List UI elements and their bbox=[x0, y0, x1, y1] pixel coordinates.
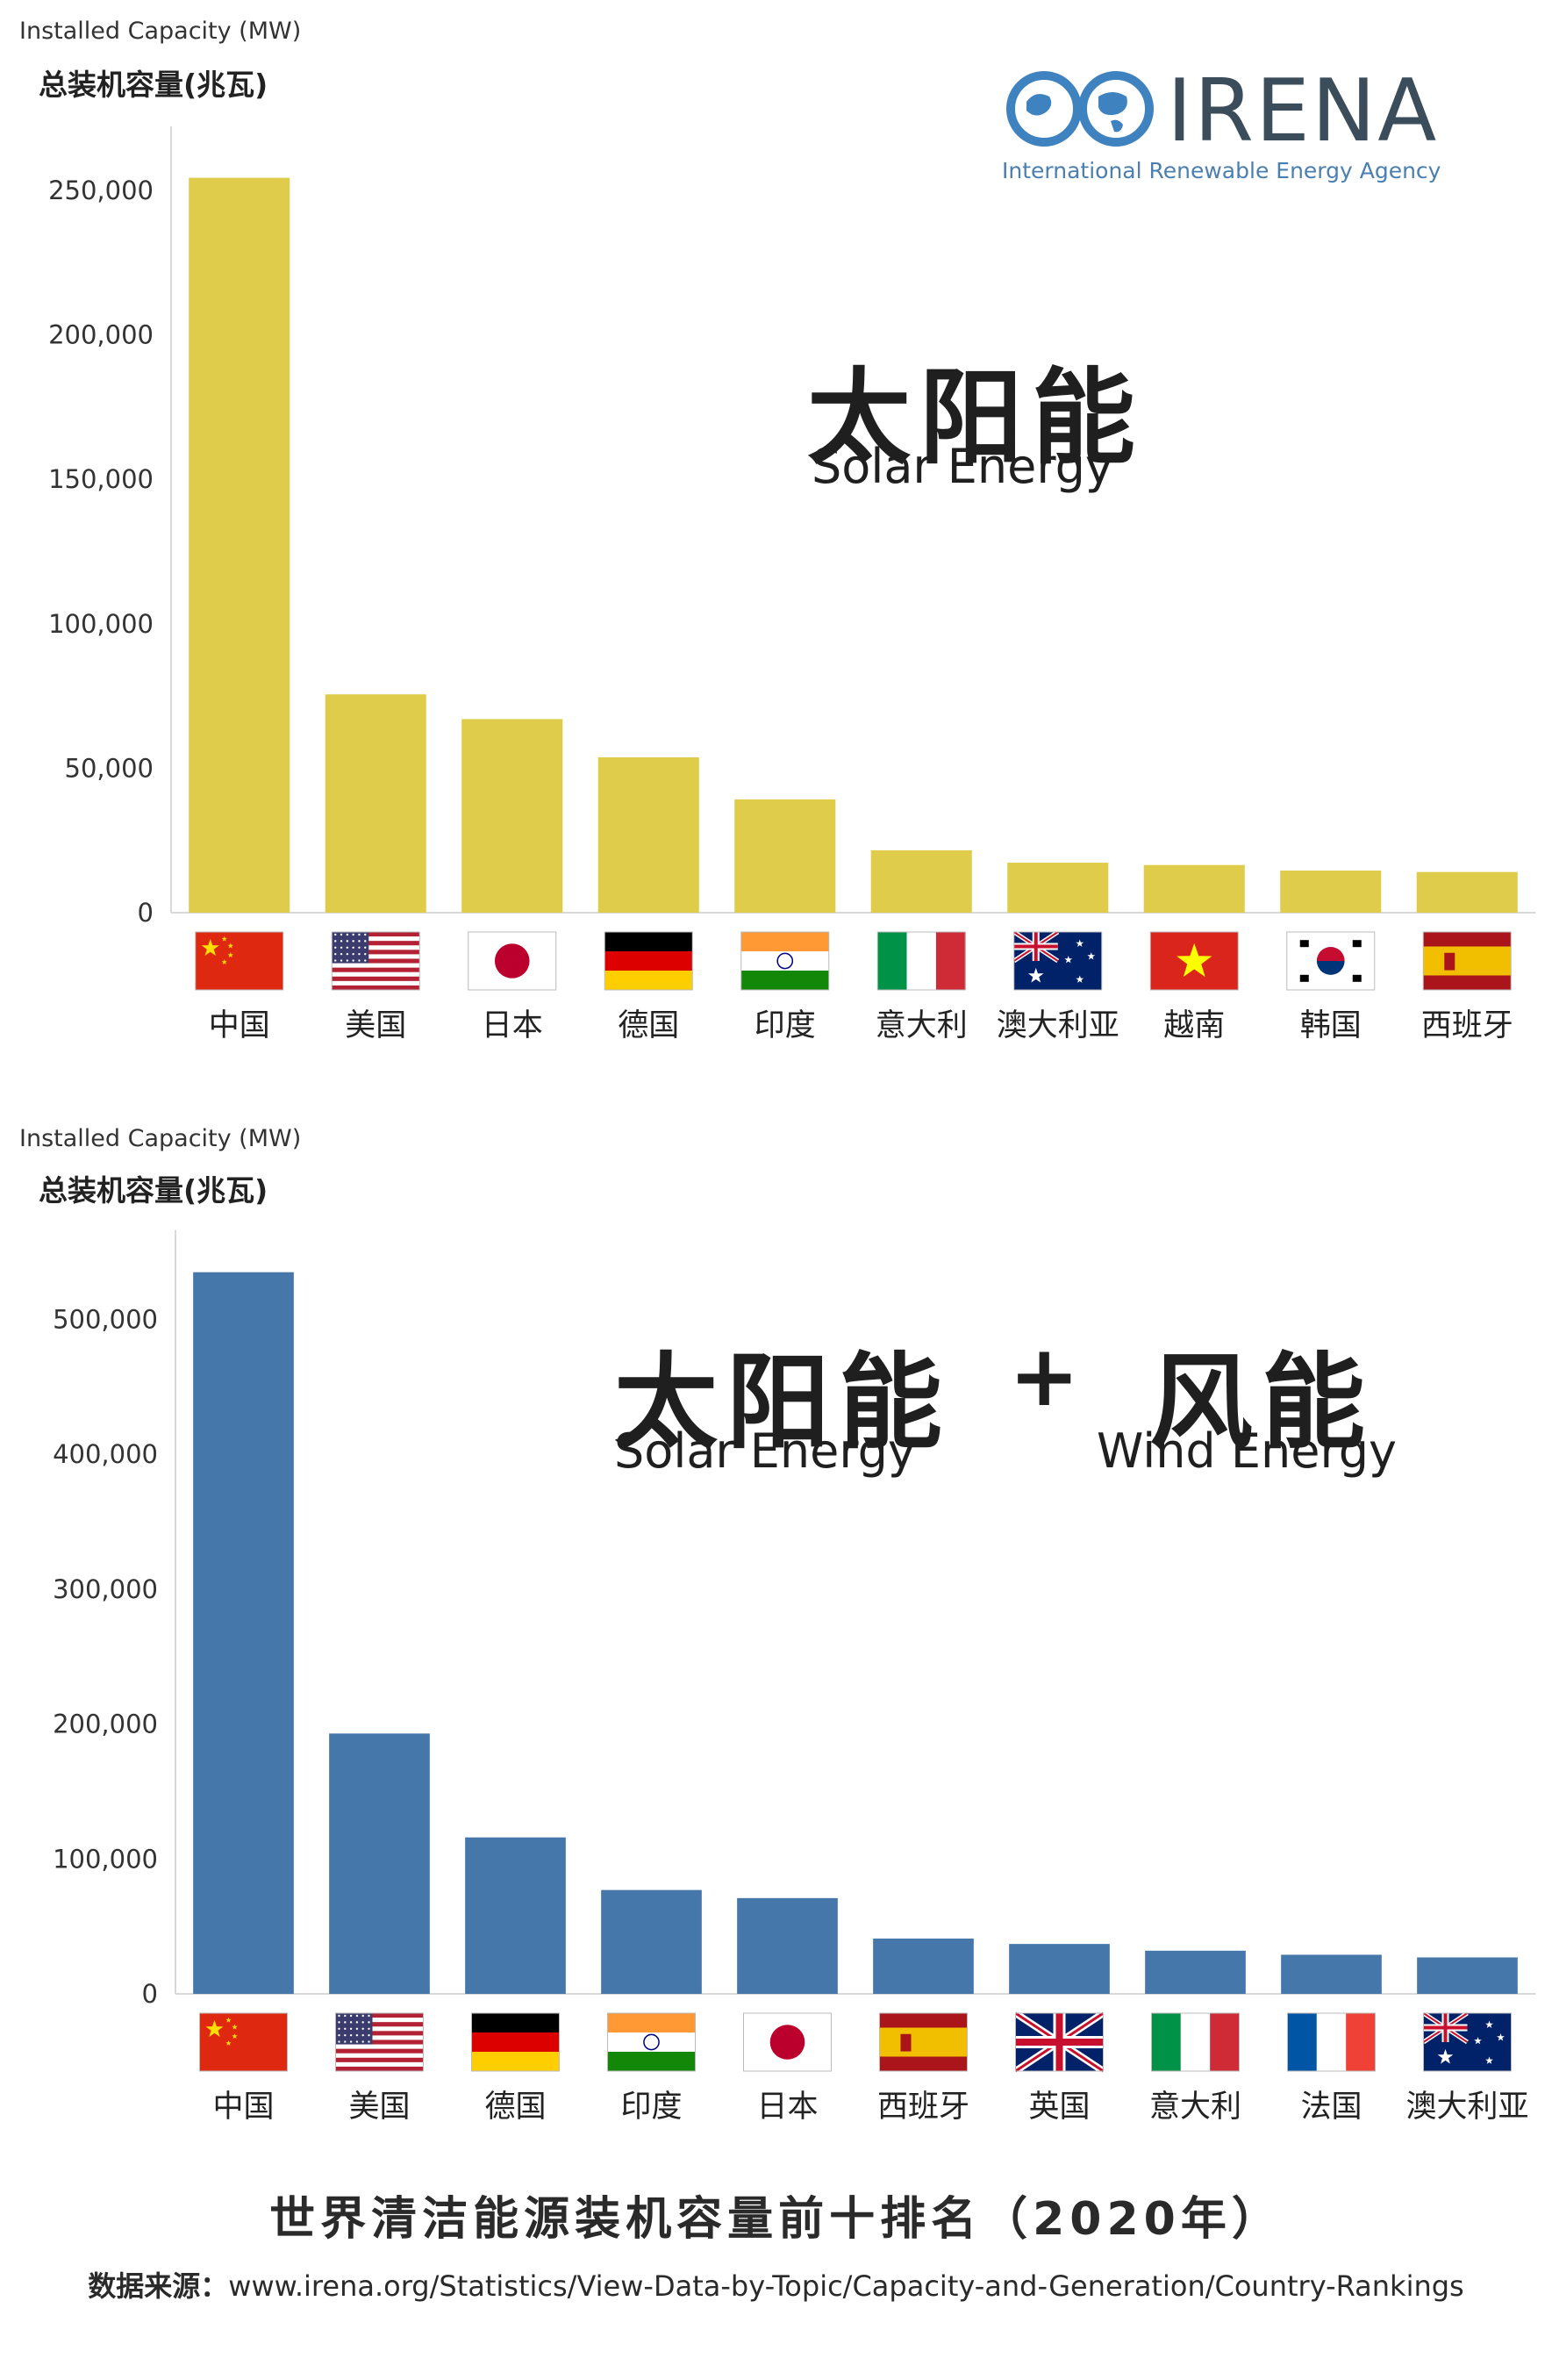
flag-spain-icon bbox=[1422, 931, 1512, 991]
x-tick-label: 澳大利亚 bbox=[1405, 2090, 1528, 2125]
y-tick-label: 100,000 bbox=[53, 1844, 158, 1874]
bar bbox=[734, 799, 836, 913]
x-tick-label: 中国 bbox=[212, 2090, 274, 2125]
x-tick-label: 西班牙 bbox=[877, 2090, 969, 2125]
flag-vietnam-icon bbox=[1149, 931, 1239, 991]
flag-usa-icon bbox=[335, 2012, 424, 2072]
bar bbox=[189, 177, 290, 913]
flag-germany-icon bbox=[471, 2012, 560, 2072]
y-axis-label-en: Installed Capacity (MW) bbox=[19, 1125, 302, 1152]
source-url: www.irena.org/Statistics/View-Data-by-To… bbox=[228, 2269, 1464, 2303]
x-tick-label: 美国 bbox=[345, 1008, 406, 1043]
bar bbox=[461, 719, 563, 913]
bar bbox=[1145, 1950, 1246, 1994]
solar-wind-plot: 0 100,000 200,000 300,000 400,000 500,000 中国 美国… bbox=[53, 1230, 1535, 2125]
flag-india-icon bbox=[740, 931, 830, 991]
solar-plot: 0 50,000 100,000 150,000 200,000 250,000 中国 美国 日… bbox=[48, 126, 1535, 1043]
y-tick-label: 150,000 bbox=[48, 464, 154, 494]
flag-italy-icon bbox=[876, 931, 966, 991]
y-tick-label: 300,000 bbox=[53, 1574, 158, 1604]
y-tick-label: 0 bbox=[142, 1979, 158, 2009]
bar bbox=[325, 694, 426, 913]
plus-sign: + bbox=[1009, 1327, 1080, 1425]
flag-japan-icon bbox=[743, 2012, 832, 2072]
flag-korea-icon bbox=[1286, 931, 1376, 991]
flag-spain-icon bbox=[879, 2012, 968, 2072]
x-tick-label: 英国 bbox=[1028, 2090, 1090, 2125]
bar bbox=[873, 1938, 974, 1994]
bar bbox=[1009, 1944, 1110, 1994]
x-tick-label: 越南 bbox=[1163, 1008, 1225, 1043]
chart-title-zh: 太阳能 bbox=[614, 1342, 952, 1463]
chart-subtitle-en: Solar Energy bbox=[614, 1423, 916, 1479]
irena-logo: IRENA International Renewable Energy Age… bbox=[1000, 61, 1474, 193]
x-tick-label: 德国 bbox=[484, 2090, 546, 2125]
y-tick-label: 250,000 bbox=[48, 176, 154, 205]
solar-chart: Installed Capacity (MW) 总装机容量(兆瓦) 0 50,00… bbox=[0, 0, 1552, 1053]
y-tick-label: 200,000 bbox=[48, 320, 154, 350]
chart-title-zh: 太阳能 bbox=[807, 357, 1145, 478]
bar bbox=[329, 1733, 430, 1994]
y-tick-label: 500,000 bbox=[53, 1304, 158, 1334]
flag-usa-icon bbox=[331, 931, 420, 991]
flag-china-icon bbox=[199, 2012, 288, 2072]
chart-title2-zh: 风能 bbox=[1149, 1342, 1375, 1463]
flag-australia-icon bbox=[1422, 2011, 1512, 2072]
bar bbox=[1143, 864, 1245, 913]
irena-logo-text: IRENA bbox=[1167, 61, 1439, 161]
x-tick-label: 印度 bbox=[620, 2090, 682, 2125]
x-tick-label: 德国 bbox=[618, 1008, 679, 1043]
bar bbox=[1007, 863, 1109, 913]
chart-subtitle2-en: Wind Energy bbox=[1097, 1423, 1397, 1479]
y-tick-label: 0 bbox=[138, 898, 154, 928]
x-tick-label: 印度 bbox=[755, 1008, 816, 1043]
flag-china-icon bbox=[195, 931, 284, 991]
solar-wind-chart: Installed Capacity (MW) 总装机容量(兆瓦) 0 100,0… bbox=[0, 1108, 1552, 2161]
flag-uk-icon bbox=[1013, 2010, 1105, 2075]
bar bbox=[597, 756, 699, 913]
y-tick-label: 50,000 bbox=[65, 753, 154, 783]
y-tick-label: 400,000 bbox=[53, 1439, 158, 1469]
flag-germany-icon bbox=[604, 931, 693, 991]
y-axis-label-en: Installed Capacity (MW) bbox=[19, 18, 302, 45]
bar bbox=[193, 1272, 294, 1994]
bar bbox=[870, 849, 972, 913]
flag-india-icon bbox=[607, 2012, 696, 2072]
bar bbox=[1416, 871, 1518, 913]
y-axis-label-zh: 总装机容量(兆瓦) bbox=[39, 1173, 268, 1208]
bar bbox=[465, 1837, 566, 1994]
bar bbox=[737, 1897, 838, 1994]
x-tick-label: 西班牙 bbox=[1421, 1008, 1513, 1043]
bar bbox=[1280, 871, 1382, 913]
y-tick-label: 200,000 bbox=[53, 1710, 158, 1739]
x-tick-label: 中国 bbox=[209, 1008, 270, 1043]
irena-globe-icon bbox=[1006, 71, 1154, 147]
x-tick-label: 意大利 bbox=[876, 1008, 968, 1043]
chart-subtitle-en: Solar Energy bbox=[812, 439, 1113, 494]
x-tick-label: 法国 bbox=[1300, 2090, 1362, 2125]
x-tick-label: 日本 bbox=[756, 2090, 818, 2125]
flag-france-icon bbox=[1287, 2012, 1376, 2072]
y-tick-label: 100,000 bbox=[48, 609, 154, 639]
x-tick-label: 意大利 bbox=[1149, 2090, 1241, 2125]
flag-australia-icon bbox=[1012, 929, 1103, 991]
y-axis-label-zh: 总装机容量(兆瓦) bbox=[39, 68, 268, 102]
x-tick-label: 澳大利亚 bbox=[997, 1008, 1119, 1043]
bar bbox=[1417, 1957, 1518, 1994]
footer-title: 世界清洁能源装机容量前十排名（2020年） bbox=[269, 2193, 1283, 2246]
source-label: 数据来源： bbox=[88, 2269, 229, 2303]
x-tick-label: 美国 bbox=[348, 2090, 410, 2125]
irena-logo-subtitle: International Renewable Energy Agency bbox=[1002, 158, 1441, 183]
bar bbox=[1281, 1954, 1382, 1994]
x-tick-label: 韩国 bbox=[1300, 1008, 1362, 1043]
flag-japan-icon bbox=[468, 931, 557, 991]
x-tick-label: 日本 bbox=[482, 1008, 543, 1043]
bar bbox=[601, 1889, 702, 1994]
flag-italy-icon bbox=[1151, 2012, 1240, 2072]
footer-source: 数据来源：www.irena.org/Statistics/View-Data-… bbox=[0, 2264, 1552, 2305]
